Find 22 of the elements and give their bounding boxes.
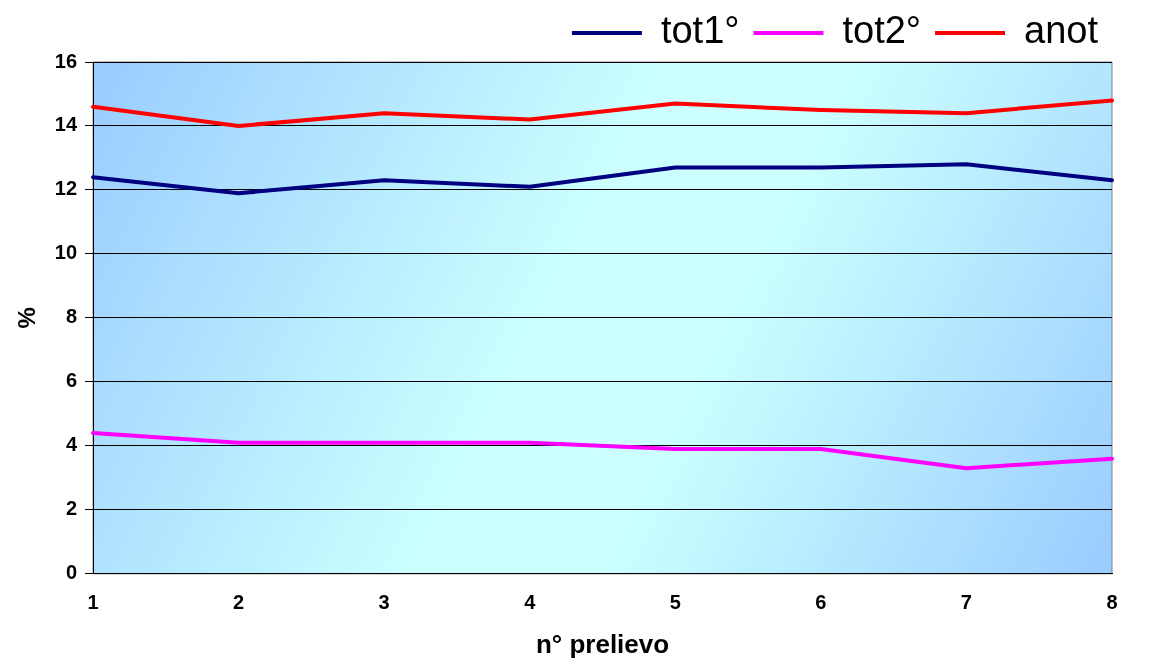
x-tick-label: 5: [669, 591, 681, 614]
x-axis-title: n° prelievo: [535, 628, 670, 659]
legend-label: tot1°: [660, 9, 740, 52]
x-tick-label: 4: [524, 591, 537, 614]
y-tick-label: 8: [65, 305, 78, 328]
y-tick-label: 6: [65, 369, 78, 392]
y-axis-title: %: [13, 307, 41, 329]
y-tick-label: 2: [65, 497, 78, 520]
x-tick-label: 6: [815, 591, 827, 614]
y-tick-label: 12: [54, 177, 78, 200]
x-tick-label: 3: [378, 591, 390, 614]
legend-label: anot: [1024, 9, 1099, 52]
y-tick-label: 16: [54, 49, 78, 72]
x-tick-label: 8: [1106, 591, 1118, 614]
x-tick-label: 1: [87, 591, 99, 614]
x-tick-label: 2: [233, 591, 245, 614]
y-tick-label: 4: [65, 433, 78, 456]
x-tick-label: 7: [960, 591, 972, 614]
y-tick-label: 14: [54, 113, 78, 136]
y-tick-label: 10: [54, 241, 78, 264]
y-tick-label: 0: [65, 561, 78, 584]
legend-label: tot2°: [842, 9, 922, 52]
